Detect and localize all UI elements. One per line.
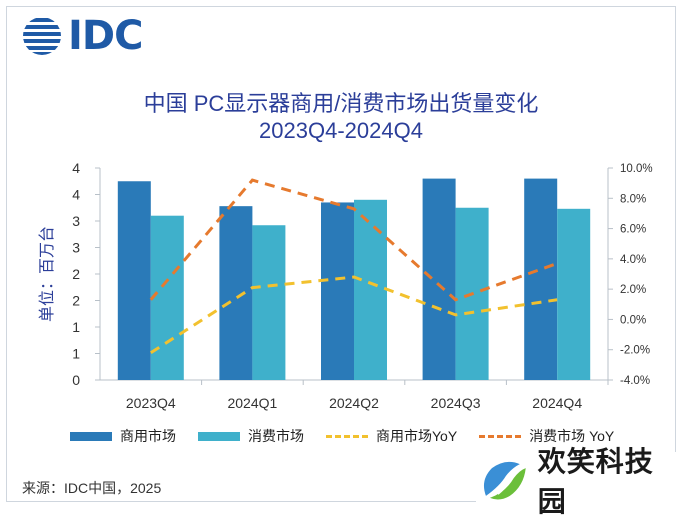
bar-commercial xyxy=(321,202,354,380)
bar-consumer xyxy=(354,199,387,380)
bar-consumer xyxy=(150,215,184,380)
chart-legend: 商用市场 消费市场 商用市场YoY 消费市场 YoY xyxy=(70,426,636,446)
legend-label-consumer-yoy: 消费市场 YoY xyxy=(529,428,615,444)
legend-item-consumer-yoy: 消费市场 YoY xyxy=(479,426,614,446)
legend-swatch-consumer-yoy xyxy=(479,434,522,438)
y-tick-label: 1 xyxy=(72,319,80,335)
source-note: 来源：IDC中国，2025 xyxy=(22,480,162,496)
x-tick-label: 2023Q4 xyxy=(126,395,176,411)
chart-title: 中国 PC显示器商用/消费市场出货量变化 xyxy=(143,91,539,116)
logo-text: IDC xyxy=(68,13,143,59)
bar-commercial xyxy=(524,178,558,380)
legend-item-commercial-yoy: 商用市场YoY xyxy=(326,426,457,446)
globe-icon xyxy=(23,18,61,55)
bar-commercial xyxy=(117,181,151,380)
y-axis-label: 单位：百万台 xyxy=(37,226,56,322)
watermark: 欢笑科技园 xyxy=(476,446,682,517)
x-tick-label: 2024Q3 xyxy=(431,395,481,411)
y2-tick-label: -4.0% xyxy=(620,375,650,387)
y2-tick-label: 6.0% xyxy=(620,224,646,236)
y-tick-label: 0 xyxy=(72,372,80,388)
y-tick-label: 3 xyxy=(72,240,80,256)
legend-label-commercial-yoy: 商用市场YoY xyxy=(376,428,458,444)
legend-swatch-consumer xyxy=(198,431,240,441)
idc-logo: IDC xyxy=(22,12,143,60)
y2-tick-label: 8.0% xyxy=(620,193,646,205)
bar-consumer xyxy=(252,225,286,380)
y-tick-label: 4 xyxy=(72,187,80,203)
chart-subtitle: 2023Q4-2024Q4 xyxy=(259,118,423,143)
legend-label-commercial: 商用市场 xyxy=(120,428,176,444)
y-tick-label: 4 xyxy=(72,160,80,176)
legend-swatch-commercial xyxy=(70,431,112,441)
chart-plot: 0 1 1 2 2 3 3 4 4 -4.0% -2.0% 0.0% 2.0% 4.0% 6.0% 8.0% 1… xyxy=(37,160,653,411)
y2-tick-label: 2.0% xyxy=(620,284,646,296)
watermark-text: 欢笑科技园 xyxy=(537,446,654,517)
y2-tick-label: 0.0% xyxy=(620,314,646,326)
legend-item-commercial: 商用市场 xyxy=(70,426,176,446)
x-tick-label: 2024Q4 xyxy=(532,395,582,411)
y2-tick-label: 10.0% xyxy=(620,163,653,175)
x-tick-label: 2024Q2 xyxy=(329,395,379,411)
line-consumer-yoy xyxy=(149,178,558,302)
y-tick-label: 2 xyxy=(72,293,80,309)
y-tick-label: 2 xyxy=(72,266,80,282)
y2-tick-label: 4.0% xyxy=(620,254,646,266)
y2-tick-label: -2.0% xyxy=(620,345,650,357)
bar-consumer xyxy=(557,208,591,380)
bar-commercial xyxy=(422,178,456,380)
legend-item-consumer: 消费市场 xyxy=(198,426,304,446)
line-commercial-yoy xyxy=(149,275,558,355)
y-tick-label: 3 xyxy=(72,213,80,229)
watermark-logo-icon xyxy=(483,461,526,500)
legend-swatch-commercial-yoy xyxy=(326,434,368,438)
y-tick-label: 1 xyxy=(72,346,80,362)
legend-label-consumer: 消费市场 xyxy=(248,428,304,444)
bar-commercial xyxy=(219,206,253,380)
x-tick-label: 2024Q1 xyxy=(227,395,277,411)
